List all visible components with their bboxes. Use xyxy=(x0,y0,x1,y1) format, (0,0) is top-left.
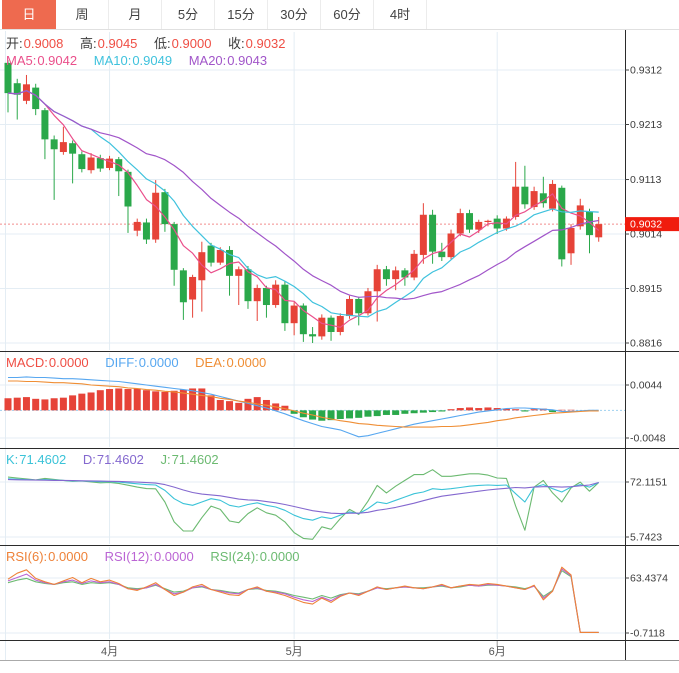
svg-text:0.9312: 0.9312 xyxy=(630,65,662,77)
ma10-value: 0.9049 xyxy=(132,53,173,68)
tab-week[interactable]: 周 xyxy=(56,0,109,29)
j-label: J: xyxy=(160,452,171,467)
rsi-bar: RSI(6):0.0000 RSI(12):0.0000 RSI(24):0.0… xyxy=(6,549,313,564)
rsi-panel xyxy=(7,566,599,633)
svg-text:6月: 6月 xyxy=(489,646,506,658)
tab-4hour[interactable]: 4时 xyxy=(374,0,427,29)
main-panel xyxy=(0,60,625,343)
rsi12-label: RSI(12): xyxy=(104,549,153,564)
rsi24-value: 0.0000 xyxy=(259,549,300,564)
high-value: 0.9045 xyxy=(97,36,138,51)
svg-text:0.9113: 0.9113 xyxy=(630,174,661,186)
ohlc-bar: 开:0.9008 高:0.9045 低:0.9000 收:0.9032 xyxy=(6,33,298,52)
svg-text:0.0044: 0.0044 xyxy=(630,380,662,392)
j-value: 71.4602 xyxy=(171,452,219,467)
gridlines xyxy=(0,31,625,660)
rsi12-value: 0.0000 xyxy=(153,549,194,564)
macd-label: MACD: xyxy=(6,355,48,370)
rsi6-label: RSI(6): xyxy=(6,549,48,564)
tab-day[interactable]: 日 xyxy=(2,0,56,29)
svg-text:0.8816: 0.8816 xyxy=(630,338,662,350)
rsi6-value: 0.0000 xyxy=(48,549,88,564)
svg-text:0.8915: 0.8915 xyxy=(630,283,662,295)
diff-value: 0.0000 xyxy=(138,355,179,370)
svg-text:-0.0048: -0.0048 xyxy=(630,433,666,445)
svg-text:5月: 5月 xyxy=(286,646,303,658)
ma20-value: 0.9043 xyxy=(227,53,268,68)
rsi24-label: RSI(24): xyxy=(210,549,259,564)
ma10-label: MA10: xyxy=(93,53,132,68)
svg-text:0.9014: 0.9014 xyxy=(630,229,662,241)
ma-bar: MA5:0.9042 MA10:0.9049 MA20:0.9043 xyxy=(6,53,280,68)
svg-text:63.4374: 63.4374 xyxy=(630,573,668,585)
k-label: K: xyxy=(6,452,19,467)
tab-60min[interactable]: 60分 xyxy=(321,0,374,29)
low-value: 0.9000 xyxy=(171,36,212,51)
ma5-label: MA5: xyxy=(6,53,37,68)
tab-15min[interactable]: 15分 xyxy=(215,0,268,29)
close-label: 收: xyxy=(228,36,245,51)
macd-bar: MACD:0.0000 DIFF:0.0000 DEA:0.0000 xyxy=(6,355,279,370)
last-price-badge xyxy=(625,217,679,232)
svg-text:0.9032: 0.9032 xyxy=(630,219,662,231)
panel-borders xyxy=(0,30,679,661)
dea-value: 0.0000 xyxy=(226,355,267,370)
axis-labels: 0.9312 0.9213 0.9113 0.9014 0.8915 0.8816 0.00… xyxy=(101,65,679,658)
ma20-label: MA20: xyxy=(188,53,227,68)
macd-value: 0.0000 xyxy=(48,355,89,370)
candles xyxy=(4,60,603,343)
kdj-panel xyxy=(7,469,600,540)
svg-text:4月: 4月 xyxy=(101,646,118,658)
high-label: 高: xyxy=(80,36,97,51)
svg-text:72.1151: 72.1151 xyxy=(630,477,667,489)
d-label: D: xyxy=(82,452,96,467)
dea-label: DEA: xyxy=(195,355,226,370)
kdj-bar: K:71.4602 D:71.4602 J:71.4602 xyxy=(6,452,232,467)
close-value: 0.9032 xyxy=(245,36,286,51)
open-value: 0.9008 xyxy=(23,36,64,51)
timeframe-tabbar: 日 周 月 5分 15分 30分 60分 4时 xyxy=(0,0,679,30)
low-label: 低: xyxy=(154,36,171,51)
svg-text:5.7423: 5.7423 xyxy=(630,532,662,544)
tab-5min[interactable]: 5分 xyxy=(162,0,215,29)
open-label: 开: xyxy=(6,36,23,51)
tab-30min[interactable]: 30分 xyxy=(268,0,321,29)
diff-label: DIFF: xyxy=(105,355,138,370)
svg-text:-0.7118: -0.7118 xyxy=(630,628,665,640)
tab-month[interactable]: 月 xyxy=(109,0,162,29)
d-value: 71.4602 xyxy=(96,452,144,467)
k-value: 71.4602 xyxy=(19,452,67,467)
macd-panel xyxy=(0,376,625,438)
svg-text:0.9213: 0.9213 xyxy=(630,119,662,131)
ma5-value: 0.9042 xyxy=(37,53,78,68)
